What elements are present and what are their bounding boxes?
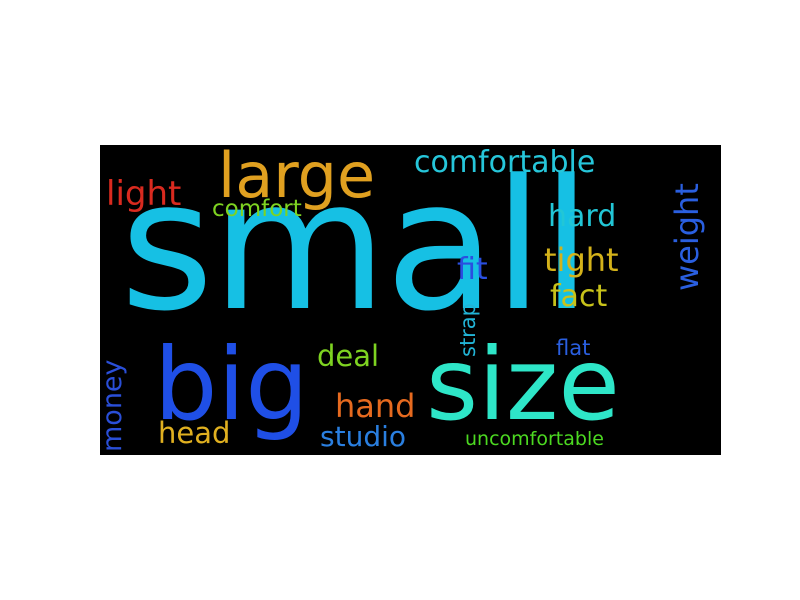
word-strap: strap xyxy=(456,302,480,357)
word-small: small xyxy=(120,145,591,351)
word-light: light xyxy=(106,174,182,214)
word-tight: tight xyxy=(544,241,619,279)
word-big: big xyxy=(154,326,309,443)
word-fact: fact xyxy=(550,279,608,314)
word-weight: weight xyxy=(668,183,706,291)
word-uncomfortable: uncomfortable xyxy=(465,428,604,450)
word-money: money xyxy=(100,359,128,452)
word-studio: studio xyxy=(320,420,406,453)
word-comfortable: comfortable xyxy=(414,145,596,180)
word-head: head xyxy=(158,416,231,450)
word-deal: deal xyxy=(317,339,380,373)
word-large: large xyxy=(218,145,376,212)
word-hand: hand xyxy=(335,387,416,425)
word-flat: flat xyxy=(556,336,591,360)
word-fit: fit xyxy=(457,252,488,287)
word-size: size xyxy=(426,326,620,443)
word-cloud: small size big large comfortable light c… xyxy=(100,145,721,455)
word-hard: hard xyxy=(548,199,617,234)
word-comfort: comfort xyxy=(212,196,302,222)
